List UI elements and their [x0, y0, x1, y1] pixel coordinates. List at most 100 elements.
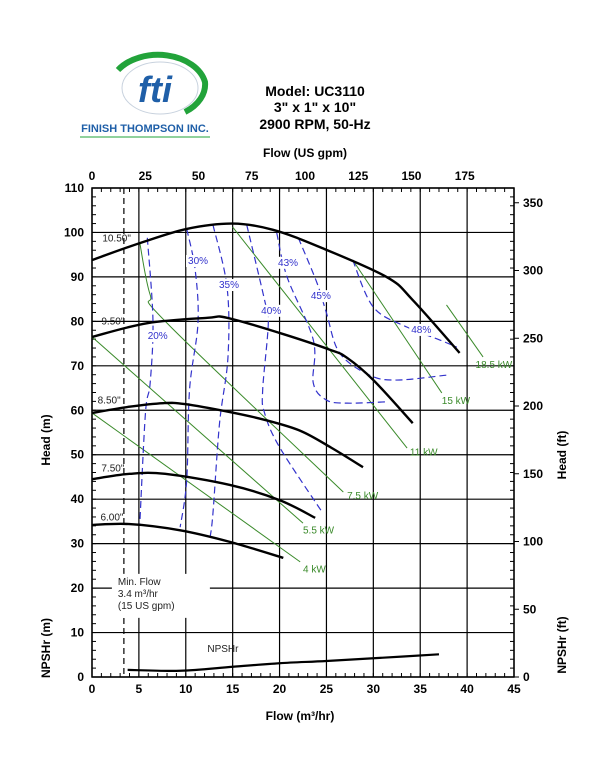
- impeller-diameter-label: 10.50": [102, 233, 131, 244]
- y-tick-label: 90: [71, 270, 85, 284]
- power-line-label: 15 kW: [442, 396, 471, 407]
- x2-tick-label: 25: [139, 169, 153, 183]
- impeller-curve: [91, 315, 414, 424]
- y-tick-label: 20: [71, 581, 85, 595]
- y-tick-label: 80: [71, 314, 85, 328]
- efficiency-label: 20%: [148, 331, 168, 342]
- power-line: [232, 226, 408, 449]
- y2-tick-label: 350: [523, 196, 543, 210]
- power-line-label: 7.5 kW: [347, 491, 379, 502]
- logo-globe-grid: [121, 61, 199, 115]
- power-line-label: 11 kW: [410, 448, 438, 459]
- impeller-diameter-label: 7.50": [101, 464, 124, 475]
- power-line-label: 5.5 kW: [303, 525, 335, 536]
- impeller-diameter-label: 8.50": [98, 396, 121, 407]
- x-tick-label: 30: [367, 682, 381, 696]
- power-line: [139, 243, 344, 493]
- x2-tick-label: 150: [401, 169, 421, 183]
- y2-tick-label: 100: [523, 535, 543, 549]
- efficiency-label: 40%: [261, 306, 281, 317]
- y-tick-label: 50: [71, 448, 85, 462]
- efficiency-curve: [179, 228, 199, 528]
- x-tick-label: 45: [507, 682, 521, 696]
- chart-title: Model: UC3110: [265, 83, 365, 99]
- y2-tick-label: 300: [523, 264, 543, 278]
- power-line-label: 18.5 kW: [476, 360, 513, 371]
- y-tick-label: 10: [71, 626, 85, 640]
- efficiency-label-bg: [216, 279, 241, 292]
- impeller-diameter-label: 6.00": [100, 513, 123, 524]
- x2-tick-label: 175: [455, 169, 475, 183]
- x-tick-label: 35: [414, 682, 428, 696]
- npsh-y2-axis-label: NPSHr (ft): [555, 616, 569, 673]
- y2-tick-label: 250: [523, 331, 543, 345]
- efficiency-curve: [276, 232, 387, 404]
- efficiency-label: 48%: [411, 325, 431, 336]
- efficiency-label-bg: [259, 304, 284, 317]
- fti-logo: fti FINISH THOMPSON INC.: [80, 51, 210, 138]
- chart-subtitle-speed: 2900 RPM, 50-Hz: [259, 116, 370, 132]
- efficiency-label: 45%: [311, 291, 331, 302]
- y-tick-label: 70: [71, 359, 85, 373]
- y-tick-label: 100: [64, 225, 84, 239]
- y-axis-label: Head (m): [39, 414, 53, 465]
- impeller-curve: [91, 471, 316, 519]
- efficiency-curve: [352, 259, 458, 348]
- efficiency-label-bg: [276, 256, 301, 269]
- efficiency-label-bg: [308, 290, 333, 303]
- y-tick-label: 0: [77, 670, 84, 684]
- y2-tick-label: 150: [523, 467, 543, 481]
- efficiency-label-bg: [409, 323, 434, 336]
- efficiency-label: 30%: [188, 256, 208, 267]
- power-line: [91, 412, 301, 563]
- x2-axis-label: Flow (US gpm): [263, 146, 347, 160]
- efficiency-curve: [297, 237, 447, 381]
- plot-frame: [91, 187, 515, 678]
- logo-globe-arc: [115, 51, 209, 115]
- chart-subtitle-size: 3" x 1" x 10": [274, 99, 356, 115]
- logo-brand-mark: fti: [138, 69, 173, 110]
- impeller-diameter-label: 9.50": [101, 316, 124, 327]
- efficiency-curve: [246, 224, 324, 514]
- efficiency-label-bg: [145, 330, 170, 343]
- x2-tick-label: 0: [89, 169, 96, 183]
- efficiency-curve: [139, 237, 154, 524]
- y-tick-label: 30: [71, 537, 85, 551]
- npshr-curve: [127, 653, 440, 672]
- logo-company-name: FINISH THOMPSON INC.: [81, 123, 209, 135]
- x-axis-label: Flow (m³/hr): [266, 709, 335, 723]
- x-tick-label: 25: [320, 682, 334, 696]
- x2-tick-label: 100: [295, 169, 315, 183]
- min-flow-label: (15 US gpm): [118, 601, 175, 612]
- impeller-curve: [91, 401, 364, 469]
- min-flow-label-bg: [111, 573, 210, 618]
- x-tick-label: 5: [136, 682, 143, 696]
- min-flow-label: 3.4 m³/hr: [118, 589, 159, 600]
- npsh-y-axis-label: NPSHr (m): [39, 618, 53, 678]
- efficiency-label: 43%: [278, 258, 298, 269]
- x2-tick-label: 75: [245, 169, 259, 183]
- efficiency-label: 35%: [219, 280, 239, 291]
- npshr-label: NPSHr: [207, 644, 239, 655]
- impeller-curve: [91, 522, 284, 560]
- efficiency-label-bg: [186, 255, 211, 268]
- y-tick-label: 60: [71, 403, 85, 417]
- power-line: [352, 259, 443, 394]
- plot-area: 0 5 10 15 20 25 30 35 40 450102030405060708090100…: [64, 169, 543, 696]
- power-line: [91, 336, 304, 524]
- impeller-curve: [91, 222, 461, 354]
- y-tick-label: 110: [65, 181, 85, 195]
- x-tick-label: 15: [226, 682, 240, 696]
- power-line-label: 4 kW: [303, 565, 326, 576]
- min-flow-label: Min. Flow: [118, 577, 162, 588]
- y2-tick-label: 200: [523, 399, 543, 413]
- x2-tick-label: 125: [348, 169, 368, 183]
- x-tick-label: 10: [179, 682, 193, 696]
- y2-tick-label: 50: [523, 602, 537, 616]
- power-line: [446, 304, 484, 358]
- x-tick-label: 40: [460, 682, 474, 696]
- y2-axis-label: Head (ft): [555, 431, 569, 480]
- x-tick-label: 20: [273, 682, 287, 696]
- x2-tick-label: 50: [192, 169, 206, 183]
